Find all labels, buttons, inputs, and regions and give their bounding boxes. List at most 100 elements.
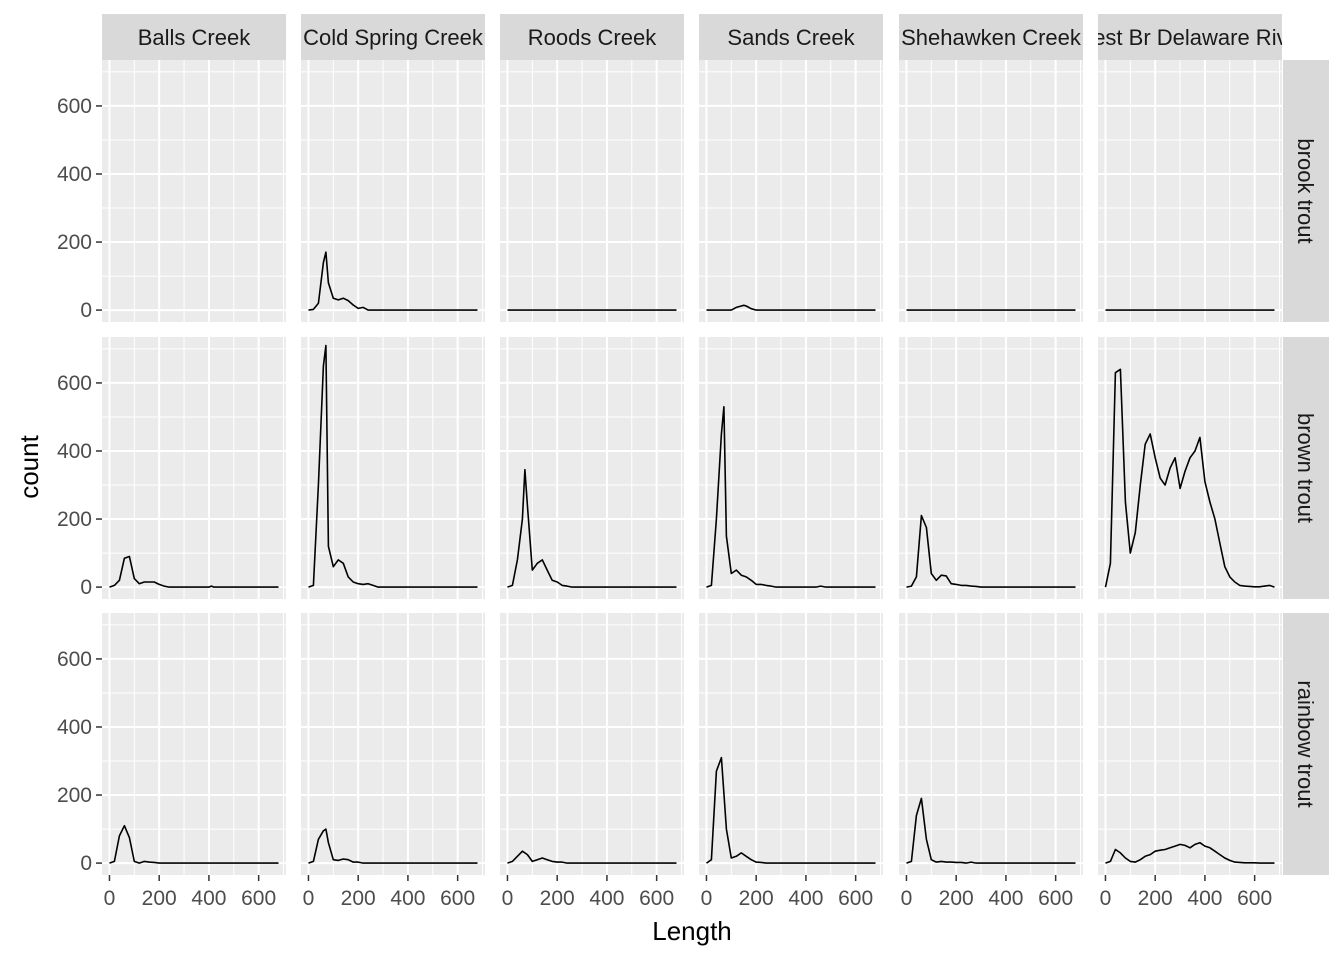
x-tick-label: 600 (1237, 887, 1272, 910)
panel-brown-trout-west-br-delaware-river (1098, 337, 1282, 599)
x-tick-label: 600 (838, 887, 873, 910)
column-strip (1098, 14, 1282, 60)
x-tick-label: 200 (540, 887, 575, 910)
series-line-rainbow-trout-shehawken-creek (906, 797, 1076, 864)
series-line-rainbow-trout-west-br-delaware-river (1105, 841, 1275, 864)
column-strip-label: West Br Delaware River (1073, 25, 1307, 50)
column-strip-label: Sands Creek (727, 25, 855, 50)
x-tick-label: 0 (701, 887, 713, 910)
panel-rainbow-trout-shehawken-creek (899, 613, 1083, 875)
x-tick-label: 600 (440, 887, 475, 910)
x-tick-label: 0 (901, 887, 913, 910)
panel-background (699, 60, 883, 322)
x-tick-label: 400 (390, 887, 425, 910)
y-tick-label: 600 (57, 372, 92, 395)
x-tick-label: 400 (191, 887, 226, 910)
panel-background (301, 613, 485, 875)
x-tick-label: 200 (341, 887, 376, 910)
x-tick-label: 0 (502, 887, 514, 910)
series-line-brown-trout-sands-creek (706, 405, 876, 588)
y-tick-label: 400 (57, 440, 92, 463)
panel-brown-trout-cold-spring-creek (301, 337, 485, 599)
panel-brown-trout-roods-creek (500, 337, 684, 599)
panel-brown-trout-balls-creek (102, 337, 286, 599)
y-tick-label: 0 (80, 576, 92, 599)
y-tick-label: 400 (57, 716, 92, 739)
x-tick-label: 400 (988, 887, 1023, 910)
series-line-brown-trout-shehawken-creek (906, 514, 1076, 588)
x-tick-label: 0 (303, 887, 315, 910)
panel-background (301, 337, 485, 599)
y-axis-title: count (14, 434, 44, 498)
column-strip-label: Shehawken Creek (901, 25, 1082, 50)
series-line-brown-trout-cold-spring-creek (308, 344, 478, 588)
panel-background (500, 60, 684, 322)
panel-background (1098, 613, 1282, 875)
panel-rainbow-trout-balls-creek (102, 613, 286, 875)
y-tick-label: 0 (80, 299, 92, 322)
panel-background (301, 60, 485, 322)
y-tick-label: 600 (57, 648, 92, 671)
x-axis-title: Length (652, 916, 732, 946)
column-strip (899, 14, 1083, 60)
x-tick-label: 0 (104, 887, 116, 910)
panel-brown-trout-shehawken-creek (899, 337, 1083, 599)
x-tick-label: 600 (1038, 887, 1073, 910)
row-strip (1283, 60, 1329, 322)
series-line-brook-trout-sands-creek (706, 304, 876, 311)
panel-background (1098, 60, 1282, 322)
x-tick-label: 400 (1187, 887, 1222, 910)
column-strip (102, 14, 286, 60)
y-tick-label: 200 (57, 784, 92, 807)
row-strip-label: brown trout (1293, 413, 1318, 523)
panel-background (899, 60, 1083, 322)
panel-brook-trout-balls-creek (102, 60, 286, 322)
panel-rainbow-trout-cold-spring-creek (301, 613, 485, 875)
panel-brown-trout-sands-creek (699, 337, 883, 599)
strips-layer: Balls Creek Cold Spring Creek Roods Creek S… (102, 14, 1329, 875)
series-line-brown-trout-west-br-delaware-river (1104, 368, 1275, 588)
panel-background (1098, 337, 1282, 599)
column-strip (500, 14, 684, 60)
column-strip-label: Cold Spring Creek (303, 25, 484, 50)
series-line-rainbow-trout-roods-creek (507, 850, 677, 864)
x-tick-label: 200 (939, 887, 974, 910)
panel-background (102, 60, 286, 322)
y-tick-label: 200 (57, 508, 92, 531)
panel-brook-trout-cold-spring-creek (301, 60, 485, 322)
y-tick-label: 200 (57, 231, 92, 254)
x-tick-label: 200 (739, 887, 774, 910)
series-line-brown-trout-balls-creek (109, 555, 279, 588)
x-tick-label: 600 (639, 887, 674, 910)
panel-brook-trout-sands-creek (699, 60, 883, 322)
x-tick-label: 200 (142, 887, 177, 910)
row-strip-label: rainbow trout (1293, 680, 1318, 807)
panel-brook-trout-shehawken-creek (899, 60, 1083, 322)
series-line-rainbow-trout-sands-creek (706, 756, 876, 864)
panel-background (899, 613, 1083, 875)
panel-rainbow-trout-west-br-delaware-river (1098, 613, 1282, 875)
y-tick-label: 600 (57, 95, 92, 118)
x-tick-label: 400 (589, 887, 624, 910)
y-tick-label: 0 (80, 852, 92, 875)
panel-background (500, 613, 684, 875)
panel-rainbow-trout-sands-creek (699, 613, 883, 875)
series-line-brook-trout-cold-spring-creek (308, 251, 478, 311)
row-strip-label: brook trout (1293, 138, 1318, 243)
x-tick-label: 200 (1138, 887, 1173, 910)
panel-background (102, 337, 286, 599)
y-tick-label: 400 (57, 163, 92, 186)
series-line-rainbow-trout-balls-creek (109, 824, 279, 864)
axes-layer: 0 200 400 600 0 200 400 600 0 200 400 600 0 200 400 600… (57, 95, 1272, 910)
column-strip (301, 14, 485, 60)
panel-background (699, 613, 883, 875)
panel-brook-trout-west-br-delaware-river (1098, 60, 1282, 322)
row-strip (1283, 337, 1329, 599)
series-line-brown-trout-roods-creek (507, 468, 677, 588)
panel-rainbow-trout-roods-creek (500, 613, 684, 875)
x-tick-label: 600 (241, 887, 276, 910)
series-line-rainbow-trout-cold-spring-creek (308, 828, 478, 864)
panel-background (102, 613, 286, 875)
x-tick-label: 400 (788, 887, 823, 910)
